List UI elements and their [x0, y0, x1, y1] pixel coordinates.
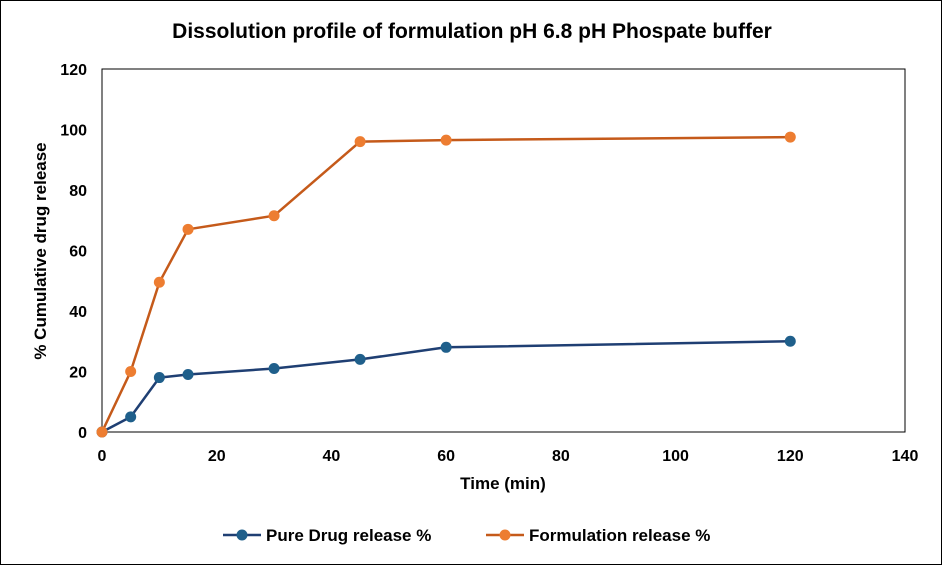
- y-tick-labels: 0 20 40 60 80 100 120: [60, 62, 87, 442]
- data-point: [125, 366, 137, 377]
- data-point: [153, 276, 165, 288]
- y-tick-label: 60: [69, 244, 87, 261]
- legend-label: Pure Drug release %: [266, 526, 431, 545]
- x-tick-label: 60: [437, 448, 455, 465]
- legend-marker: [236, 529, 248, 541]
- data-point: [440, 341, 452, 353]
- series-line: [101, 340, 791, 434]
- y-tick-label: 100: [60, 123, 87, 140]
- data-point: [96, 426, 108, 438]
- data-point: [268, 362, 280, 374]
- x-tick-labels: 0 20 40 60 80 100 120 140: [98, 448, 919, 465]
- series-layer: [96, 131, 796, 438]
- legend-marker: [499, 529, 511, 541]
- y-tick-label: 0: [78, 425, 87, 442]
- x-tick-label: 120: [777, 448, 804, 465]
- x-tick-label: 80: [552, 448, 570, 465]
- data-point: [354, 136, 366, 148]
- x-axis-label: Time (min): [460, 474, 546, 493]
- series-2: [96, 131, 796, 438]
- x-tick-label: 20: [208, 448, 226, 465]
- x-tick-label: 40: [323, 448, 341, 465]
- legend-item: Pure Drug release %: [223, 526, 431, 545]
- data-point: [182, 223, 194, 235]
- data-point: [784, 131, 796, 143]
- y-tick-label: 120: [60, 62, 87, 79]
- series-1: [96, 335, 796, 438]
- y-tick-label: 20: [69, 365, 87, 382]
- legend-item: Formulation release %: [486, 526, 710, 545]
- y-tick-label: 80: [69, 183, 87, 200]
- data-point: [784, 335, 796, 347]
- data-point: [182, 369, 194, 381]
- x-tick-label: 0: [98, 448, 107, 465]
- data-point: [354, 353, 366, 365]
- x-tick-label: 100: [662, 448, 689, 465]
- y-axis-label: % Cumulative drug release: [31, 142, 50, 359]
- data-point: [268, 210, 280, 222]
- legend: Pure Drug release % Formulation release %: [223, 526, 710, 545]
- data-point: [153, 372, 165, 384]
- x-tick-label: 140: [892, 448, 919, 465]
- plot-area: [101, 68, 906, 433]
- data-point: [440, 134, 452, 146]
- data-point: [125, 411, 137, 423]
- legend-label: Formulation release %: [529, 526, 710, 545]
- y-tick-label: 40: [69, 304, 87, 321]
- chart-title: Dissolution profile of formulation pH 6.…: [172, 20, 772, 43]
- series-line: [100, 135, 791, 433]
